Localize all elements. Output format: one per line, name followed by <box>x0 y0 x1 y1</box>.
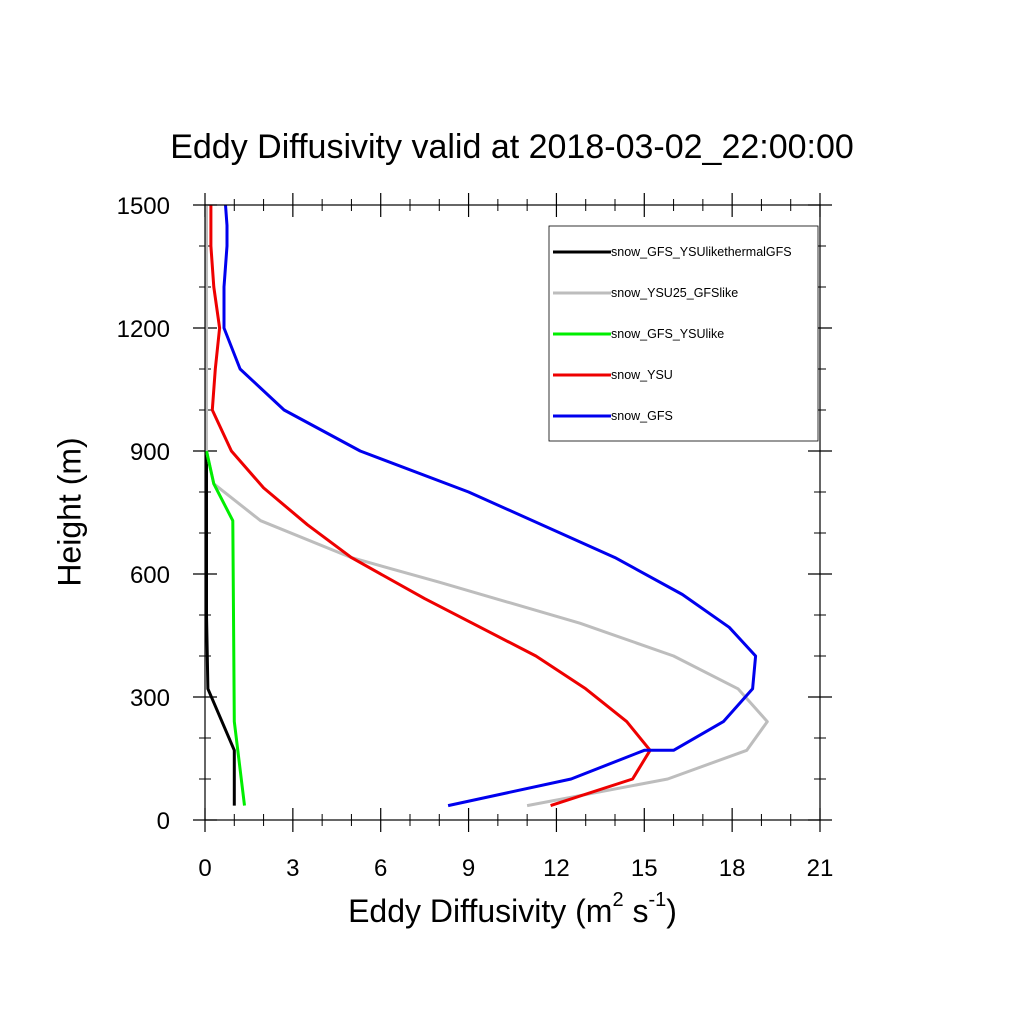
x-tick-label: 18 <box>719 855 746 882</box>
series-line-snow_GFS_YSUlike <box>205 450 246 806</box>
y-tick-label: 0 <box>157 808 170 835</box>
y-tick-label: 1500 <box>117 193 170 220</box>
series-line-snow_GFS <box>222 204 758 808</box>
y-axis-label: Height (m) <box>51 437 88 587</box>
series-lines <box>205 204 769 808</box>
x-tick-label: 21 <box>807 855 834 882</box>
x-tick-label: 9 <box>462 855 475 882</box>
legend-label: snow_YSU25_GFSlike <box>611 286 738 300</box>
legend-label: snow_GFS <box>611 409 673 423</box>
x-tick-label: 6 <box>374 855 387 882</box>
x-axis-label: Eddy Diffusivity (m2 s-1) <box>348 889 677 929</box>
series-line-snow_GFS_YSUlikethermalGFS <box>205 205 236 806</box>
chart-title: Eddy Diffusivity valid at 2018-03-02_22:… <box>170 128 854 166</box>
y-tick-label: 1200 <box>117 316 170 343</box>
series-line-snow_YSU <box>209 205 652 808</box>
tick-labels: 0 3 6 9 12 15 18 21 0 300 600 900 1200 1500 <box>117 193 834 882</box>
y-tick-label: 600 <box>130 562 170 589</box>
legend: snow_GFS_YSUlikethermalGFS snow_YSU25_GFS… <box>548 225 819 442</box>
legend-label: snow_YSU <box>611 368 673 382</box>
x-tick-label: 0 <box>198 855 211 882</box>
legend-label: snow_GFS_YSUlikethermalGFS <box>611 245 792 259</box>
x-tick-label: 15 <box>631 855 658 882</box>
x-tick-label: 3 <box>286 855 299 882</box>
plot-frame <box>204 204 821 821</box>
legend-label: snow_GFS_YSUlike <box>611 327 724 341</box>
y-tick-label: 300 <box>130 685 170 712</box>
y-tick-label: 900 <box>130 439 170 466</box>
x-tick-label: 12 <box>543 855 570 882</box>
